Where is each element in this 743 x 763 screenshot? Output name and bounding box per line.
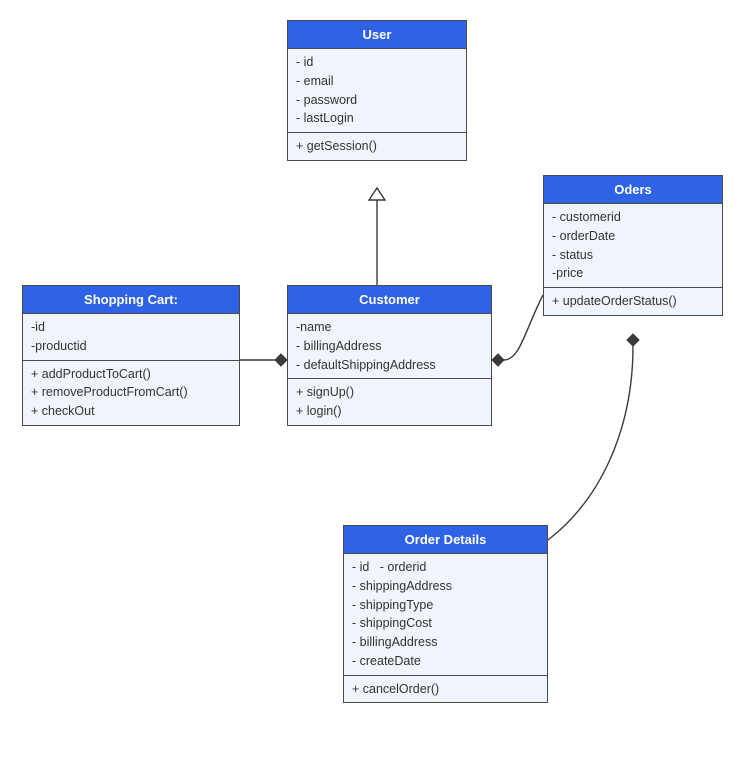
method-row: + login() — [296, 402, 483, 421]
method-row: + checkOut — [31, 402, 231, 421]
attribute-row: - id - orderid — [352, 558, 539, 577]
attribute-row: - email — [296, 72, 458, 91]
method-row: + getSession() — [296, 137, 458, 156]
method-row: + addProductToCart() — [31, 365, 231, 384]
attribute-row: - createDate — [352, 652, 539, 671]
class-attributes: - customerid- orderDate- status-price — [544, 203, 722, 287]
class-title: Oders — [544, 176, 722, 203]
class-title: User — [288, 21, 466, 48]
class-shopping_cart: Shopping Cart:-id-productid+ addProductT… — [22, 285, 240, 426]
attribute-row: - shippingAddress — [352, 577, 539, 596]
class-methods: + getSession() — [288, 132, 466, 160]
class-methods: + addProductToCart()+ removeProductFromC… — [23, 360, 239, 425]
class-methods: + signUp()+ login() — [288, 378, 491, 425]
class-title: Customer — [288, 286, 491, 313]
class-orders: Oders- customerid- orderDate- status-pri… — [543, 175, 723, 316]
attribute-row: -name — [296, 318, 483, 337]
class-title: Order Details — [344, 526, 547, 553]
attribute-row: - customerid — [552, 208, 714, 227]
class-methods: + updateOrderStatus() — [544, 287, 722, 315]
attribute-row: - billingAddress — [352, 633, 539, 652]
connector-arrowhead — [492, 354, 504, 366]
attribute-row: - orderDate — [552, 227, 714, 246]
class-attributes: -id-productid — [23, 313, 239, 360]
class-attributes: - id - orderid- shippingAddress- shippin… — [344, 553, 547, 675]
connector-arrowhead — [369, 188, 385, 200]
method-row: + signUp() — [296, 383, 483, 402]
connector-orders-to-customer — [504, 295, 543, 360]
connector-order_details-to-orders — [548, 346, 633, 540]
attribute-row: - lastLogin — [296, 109, 458, 128]
attribute-row: - id — [296, 53, 458, 72]
class-order_details: Order Details- id - orderid- shippingAdd… — [343, 525, 548, 703]
attribute-row: -id — [31, 318, 231, 337]
class-attributes: - id- email- password- lastLogin — [288, 48, 466, 132]
attribute-row: -price — [552, 264, 714, 283]
connector-arrowhead — [275, 354, 287, 366]
attribute-row: - password — [296, 91, 458, 110]
attribute-row: - status — [552, 246, 714, 265]
class-methods: + cancelOrder() — [344, 675, 547, 703]
method-row: + updateOrderStatus() — [552, 292, 714, 311]
method-row: + removeProductFromCart() — [31, 383, 231, 402]
attribute-row: - shippingCost — [352, 614, 539, 633]
method-row: + cancelOrder() — [352, 680, 539, 699]
connector-arrowhead — [627, 334, 639, 346]
class-attributes: -name- billingAddress- defaultShippingAd… — [288, 313, 491, 378]
attribute-row: -productid — [31, 337, 231, 356]
class-user: User- id- email- password- lastLogin+ ge… — [287, 20, 467, 161]
attribute-row: - defaultShippingAddress — [296, 356, 483, 375]
attribute-row: - shippingType — [352, 596, 539, 615]
attribute-row: - billingAddress — [296, 337, 483, 356]
class-title: Shopping Cart: — [23, 286, 239, 313]
class-customer: Customer-name- billingAddress- defaultSh… — [287, 285, 492, 426]
